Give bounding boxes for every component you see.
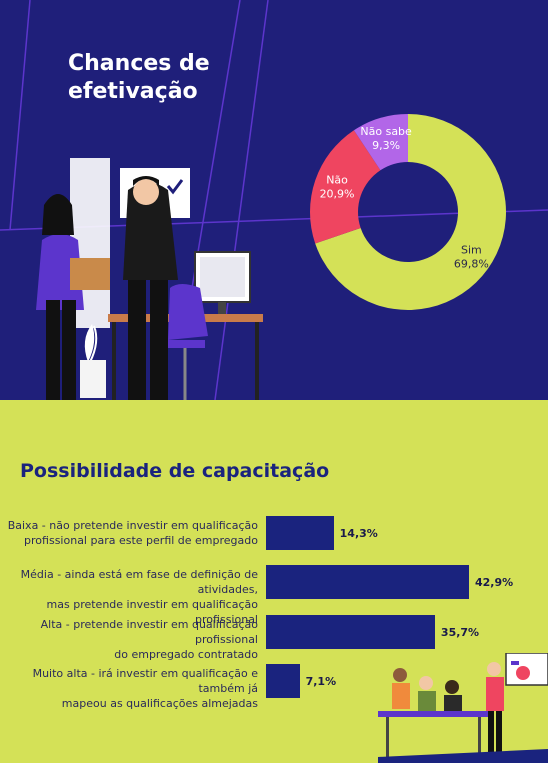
top-section: Chances de efetivação Sim 69,8% Não 20,9% Nã… bbox=[0, 0, 548, 400]
bar-category-line-0-0: Baixa - não pretende investir em qualifi… bbox=[7, 519, 258, 532]
donut-title-line-2: efetivação bbox=[68, 79, 198, 104]
bar-1 bbox=[266, 565, 469, 599]
donut-category-label-2: Não sabe bbox=[360, 125, 412, 138]
bar-category-label-0: Baixa - não pretende investir em qualifi… bbox=[0, 518, 258, 548]
donut-value-label-2: 9,3% bbox=[372, 139, 400, 152]
bar-value-label-1: 42,9% bbox=[475, 576, 514, 589]
bar-category-line-1-1: mas pretende investir em qualificação pr… bbox=[46, 598, 258, 626]
donut-slice-1 bbox=[309, 130, 381, 244]
bar-category-line-3-0: Muito alta - irá investir em qualificaçã… bbox=[32, 667, 258, 695]
bar-category-line-2-1: do empregado contratado bbox=[114, 648, 258, 661]
bar-category-label-2: Alta - pretende investir em qualificação… bbox=[0, 617, 258, 662]
meeting-illustration bbox=[378, 653, 548, 763]
bar-value-label-3: 7,1% bbox=[305, 675, 337, 688]
bar-category-line-2-0: Alta - pretende investir em qualificação… bbox=[40, 618, 258, 646]
bar-0 bbox=[266, 516, 334, 550]
donut-category-label-0: Sim bbox=[461, 243, 482, 256]
bar-category-line-3-1: mapeou as qualificações almejadas bbox=[61, 697, 258, 710]
donut-slice-0 bbox=[315, 114, 506, 310]
bar-category-line-1-0: Média - ainda está em fase de definição … bbox=[20, 568, 258, 596]
bar-3 bbox=[266, 664, 300, 698]
donut-title-line-1: Chances de bbox=[68, 51, 210, 76]
bottom-section: Possibilidade de capacitação Baixa - não… bbox=[0, 400, 548, 763]
donut-slice-2 bbox=[353, 114, 408, 171]
bars-title: Possibilidade de capacitação bbox=[20, 460, 330, 482]
donut-value-label-1: 20,9% bbox=[320, 188, 355, 201]
bar-category-label-1: Média - ainda está em fase de definição … bbox=[0, 567, 258, 627]
donut-category-label-1: Não bbox=[326, 174, 348, 187]
donut-value-label-0: 69,8% bbox=[454, 257, 489, 270]
bar-value-label-0: 14,3% bbox=[339, 527, 378, 540]
bar-value-label-2: 35,7% bbox=[440, 626, 480, 639]
bar-2 bbox=[266, 615, 435, 649]
bar-category-line-0-1: profissional para este perfil de emprega… bbox=[24, 534, 258, 547]
donut-title: Chances de efetivação bbox=[68, 50, 268, 106]
bar-category-label-3: Muito alta - irá investir em qualificaçã… bbox=[0, 666, 258, 711]
office-illustration bbox=[36, 158, 263, 400]
